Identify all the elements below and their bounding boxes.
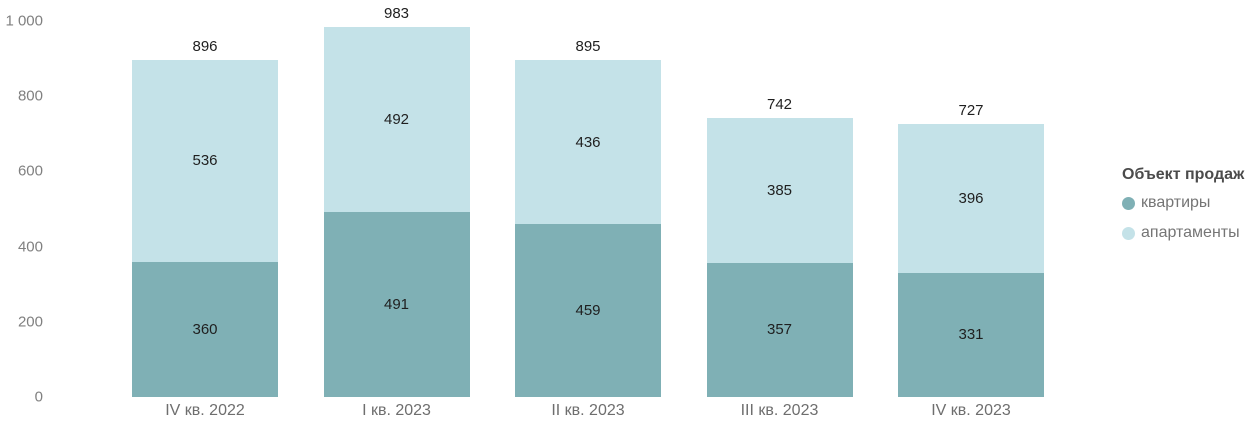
legend-marker-icon [1122, 226, 1135, 240]
bar-segment-apartamenty[interactable]: 536 [132, 60, 278, 262]
legend-item-label: апартаменты [1141, 224, 1240, 241]
bar-total-label: 727 [958, 101, 984, 119]
y-tick-label: 0 [34, 388, 43, 406]
bar-segment-apartamenty[interactable]: 385 [706, 118, 853, 263]
legend-items: квартиры апартаменты [1122, 194, 1244, 242]
bar-segment-label: 436 [575, 133, 601, 151]
x-axis-label: IV кв. 2023 [931, 402, 1011, 419]
y-tick-label: 1 000 [5, 12, 43, 30]
y-tick-label: 800 [17, 87, 43, 105]
bar-segment-label: 357 [766, 321, 793, 339]
y-tick-label: 200 [17, 313, 43, 331]
bar-segment-kvartiry[interactable]: 491 [323, 212, 470, 397]
bar-segment-kvartiry[interactable]: 331 [898, 272, 1044, 397]
y-tick-label: 600 [17, 162, 43, 180]
bar-total-label: 896 [192, 38, 218, 56]
y-tick-label: 400 [17, 238, 43, 256]
legend-item-label: квартиры [1141, 194, 1211, 211]
legend: Объект продаж квартиры апартаменты [1122, 166, 1244, 254]
bar-segment-kvartiry[interactable]: 360 [132, 261, 278, 397]
x-axis-label: I кв. 2023 [362, 402, 431, 419]
x-axis-label: II кв. 2023 [551, 402, 625, 419]
legend-item-apartamenty[interactable]: апартаменты [1122, 224, 1244, 242]
bar-segment-label: 491 [383, 296, 410, 314]
bar-segment-apartamenty[interactable]: 436 [515, 60, 661, 225]
legend-marker-icon [1122, 196, 1135, 210]
x-axis-label: IV кв. 2022 [165, 402, 245, 419]
bar-segment-apartamenty[interactable]: 396 [898, 123, 1044, 273]
bar-segment-label: 492 [383, 111, 410, 129]
bar-segment-label: 331 [958, 326, 984, 344]
bar-segment-label: 536 [192, 152, 218, 170]
bar-total-label: 895 [575, 38, 601, 56]
bar-segment-label: 385 [766, 181, 793, 199]
bar-total-label: 983 [383, 5, 410, 23]
legend-item-kvartiry[interactable]: квартиры [1122, 194, 1244, 212]
bar-segment-kvartiry[interactable]: 357 [706, 262, 853, 397]
bar-segment-label: 360 [192, 320, 218, 338]
bar-total-label: 742 [766, 96, 793, 113]
x-axis-label: III кв. 2023 [740, 402, 819, 419]
bar-segment-label: 459 [575, 302, 601, 320]
bar-segment-apartamenty[interactable]: 492 [323, 27, 470, 213]
bar-segment-label: 396 [958, 189, 984, 207]
legend-title: Объект продаж [1122, 166, 1245, 183]
bar-segment-kvartiry[interactable]: 459 [515, 224, 661, 397]
